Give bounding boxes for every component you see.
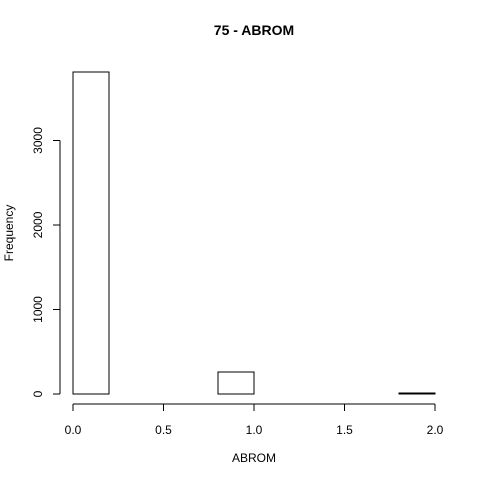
- x-axis-label: ABROM: [232, 451, 276, 465]
- y-tick-label-2: 2000: [31, 211, 45, 238]
- x-tick-label-0: 0.0: [65, 423, 82, 437]
- x-tick-label-2: 1.0: [246, 423, 263, 437]
- y-tick-label-3: 3000: [31, 127, 45, 154]
- x-tick-label-3: 1.5: [336, 423, 353, 437]
- histogram-bar-0: [72, 71, 110, 395]
- histogram-bar-4: [217, 371, 255, 395]
- y-axis-label: Frequency: [2, 205, 16, 262]
- y-tick-label-0: 0: [31, 390, 45, 397]
- histogram-bar-9: [398, 392, 436, 395]
- x-tick-label-4: 2.0: [427, 423, 444, 437]
- chart-title: 75 - ABROM: [214, 22, 294, 38]
- x-ticks-group: 0.0 0.5 1.0 1.5 2.0: [65, 404, 444, 437]
- x-tick-label-1: 0.5: [155, 423, 172, 437]
- y-tick-label-1: 1000: [31, 296, 45, 323]
- bars-group: [72, 71, 436, 395]
- y-ticks-group: 0 1000 2000 3000: [31, 127, 60, 397]
